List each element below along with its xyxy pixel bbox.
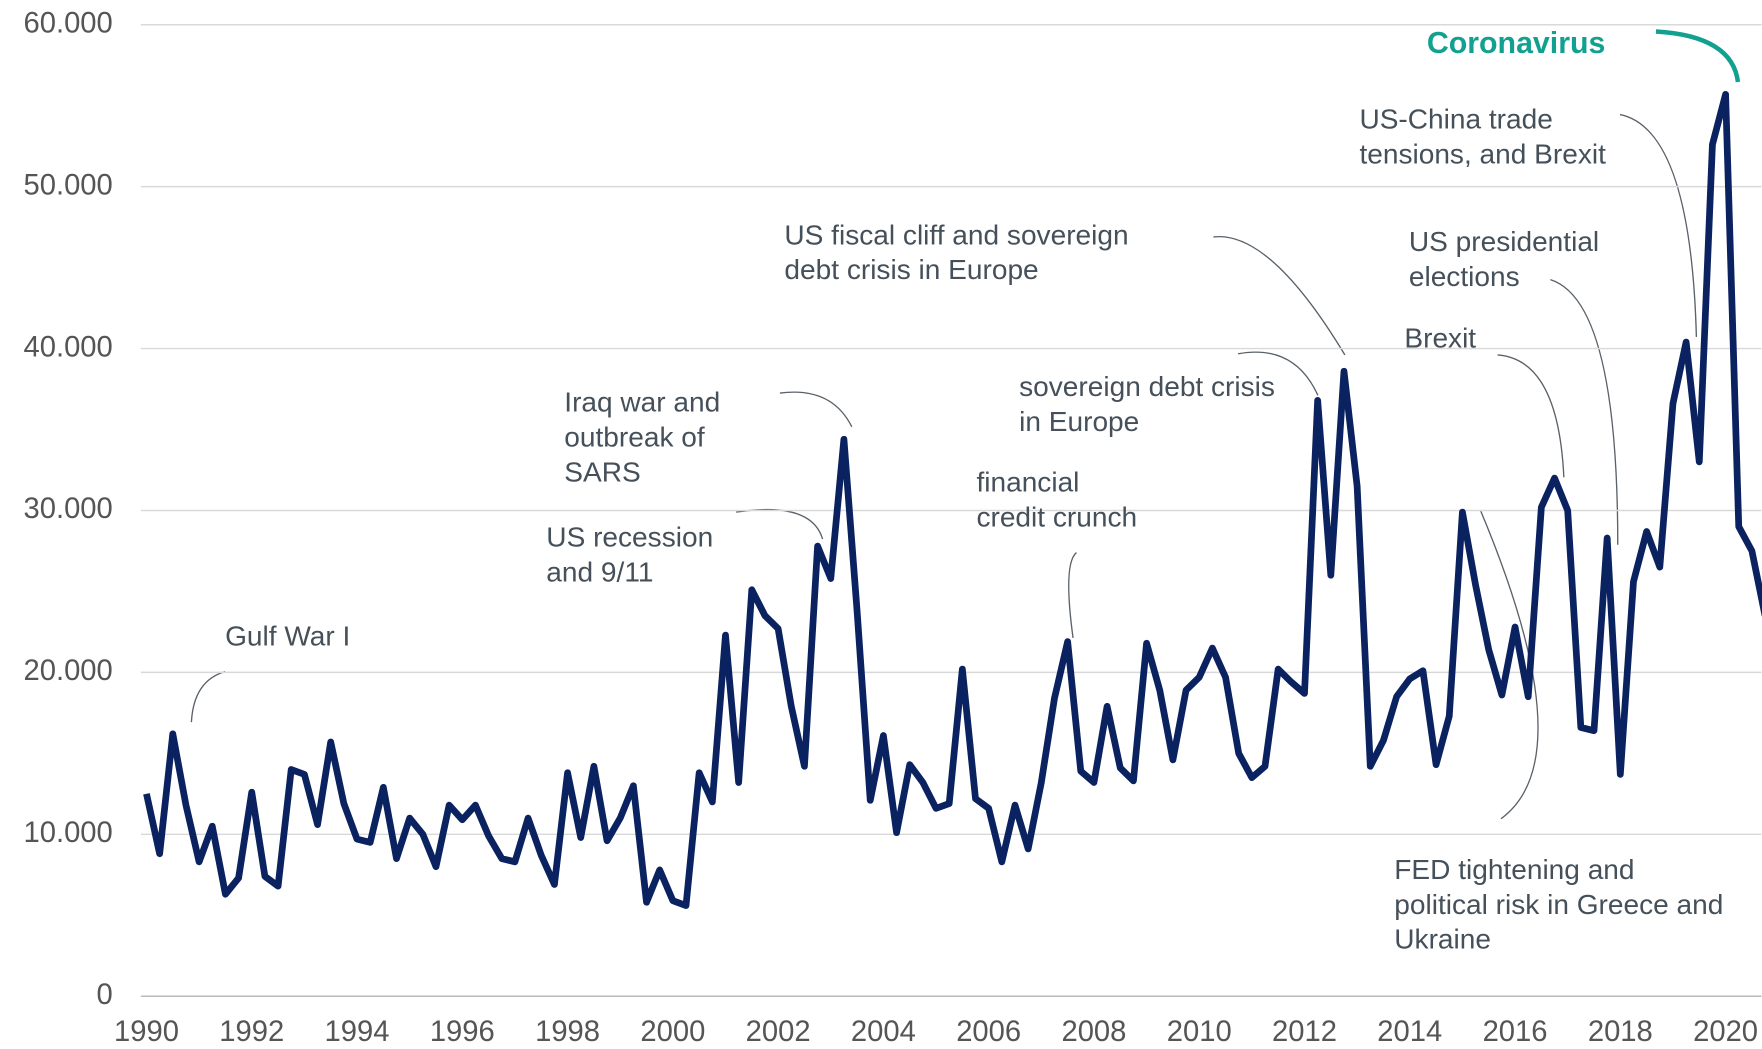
x-tick-label: 2018 [1588,1016,1653,1048]
x-tick-label: 2020 [1693,1016,1758,1048]
y-tick-label: 0 [97,979,113,1011]
annotation-text: US fiscal cliff and sovereign [784,219,1128,250]
annotation: Gulf War I [225,620,350,651]
leader-line [190,670,226,723]
leader-line [1068,552,1077,639]
annotation-text: outbreak of [564,422,705,453]
annotation-text: tensions, and Brexit [1359,139,1606,170]
annotation: US-China trade tensions, and Brexit [1359,104,1606,170]
x-tick-label: 1996 [430,1016,495,1048]
x-tick-label: 2010 [1167,1016,1232,1048]
annotation: Coronavirus [1427,27,1606,60]
annotation: FED tightening and political risk in Gree… [1394,854,1723,955]
x-tick-label: 2002 [746,1016,811,1048]
annotation-text: and 9/11 [546,556,653,587]
y-tick-label: 60.000 [24,7,113,39]
y-tick-label: 50.000 [24,169,113,201]
leader-line [1497,354,1565,478]
x-tick-label: 1998 [535,1016,600,1048]
coronavirus-arc [1655,29,1741,83]
annotation: US fiscal cliff and sovereign debt crisis… [784,219,1128,285]
x-tick-label: 1990 [114,1016,179,1048]
leader-line [1480,510,1539,820]
x-tick-label: 2014 [1377,1016,1442,1048]
x-tick-label: 1994 [325,1016,390,1048]
annotation-text: SARS [564,456,640,487]
leader-line [779,391,853,428]
annotation-text: debt crisis in Europe [784,254,1038,285]
annotation-text: Iraq war and [564,387,720,418]
annotation: financial credit crunch [976,466,1137,532]
annotation-text: Brexit [1404,323,1476,354]
x-tick-label: 2000 [640,1016,705,1048]
leader-line [1238,351,1319,396]
leader-line [736,509,824,540]
x-tick-label: 2004 [851,1016,916,1048]
annotation-text: US presidential [1409,226,1599,257]
annotation-text: elections [1409,261,1520,292]
x-tick-label: 2012 [1272,1016,1337,1048]
annotation-text: financial [976,466,1079,497]
annotation-text: US-China trade [1359,104,1552,135]
annotation: US presidential elections [1409,226,1599,292]
data-line [143,90,1762,909]
leader-line [1550,279,1619,545]
annotation: Brexit [1404,323,1476,354]
leader-line [1213,236,1346,356]
leader-line [1619,113,1698,337]
y-tick-label: 10.000 [24,817,113,849]
annotation-text: US recession [546,522,713,553]
annotation-text: in Europe [1019,406,1139,437]
leaders [190,29,1741,820]
annotation-text: FED tightening and [1394,854,1634,885]
annotation-text: Ukraine [1394,924,1491,955]
x-tick-label: 1992 [219,1016,284,1048]
y-tick-label: 20.000 [24,655,113,687]
annotation-text: Coronavirus [1427,27,1606,60]
x-tick-label: 2016 [1483,1016,1548,1048]
annotation-text: sovereign debt crisis [1019,371,1275,402]
annotation-text: credit crunch [976,501,1137,532]
x-tick-label: 2008 [1061,1016,1126,1048]
annotation-text: Gulf War I [225,620,350,651]
annotation: sovereign debt crisis in Europe [1019,371,1275,437]
y-tick-label: 40.000 [24,331,113,363]
x-tick-label: 2006 [956,1016,1021,1048]
annotation-text: political risk in Greece and [1394,889,1723,920]
y-tick-label: 30.000 [24,493,113,525]
